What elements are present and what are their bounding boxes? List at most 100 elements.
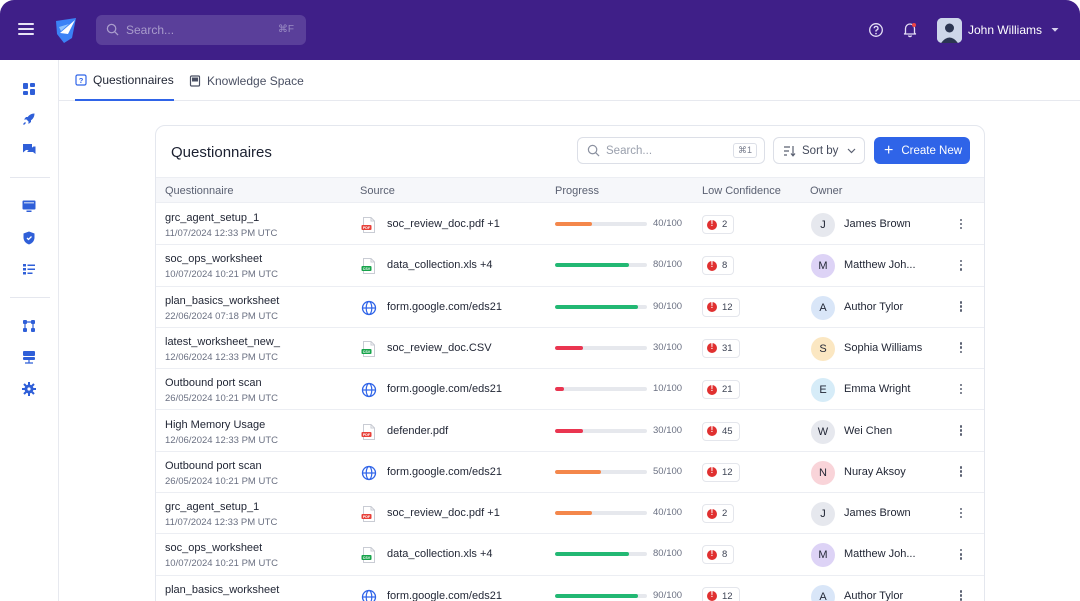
questionnaire-name[interactable]: Outbound port scan <box>165 377 262 390</box>
avatar <box>937 17 962 43</box>
tab-knowledge-space[interactable]: Knowledge Space <box>189 60 304 101</box>
questionnaire-name[interactable]: High Memory Usage <box>165 418 266 431</box>
owner-initial: A <box>819 590 827 601</box>
progress-fill <box>555 511 592 516</box>
low-confidence-badge[interactable]: 31 <box>702 338 740 358</box>
table-row[interactable]: plan_basics_worksheet 22/06/2024 07:18 PM… <box>156 576 984 601</box>
low-confidence-badge[interactable]: 12 <box>702 297 740 317</box>
column-header[interactable]: Owner <box>810 185 843 197</box>
progress-text: 30/100 <box>653 341 683 353</box>
low-confidence-count: 31 <box>722 342 733 354</box>
owner-avatar: E <box>811 378 835 403</box>
table-row[interactable]: grc_agent_setup_1 11/07/2024 12:33 PM UTC… <box>156 204 984 246</box>
table-row[interactable]: Outbound port scan 26/05/2024 10:21 PM UT… <box>156 452 984 494</box>
questionnaire-name[interactable]: plan_basics_worksheet <box>165 294 280 307</box>
source-name[interactable]: data_collection.xls +4 <box>387 548 493 561</box>
low-confidence-count: 12 <box>722 590 733 601</box>
owner-initial: A <box>819 301 827 314</box>
source-name[interactable]: soc_review_doc.pdf +1 <box>387 218 500 230</box>
questionnaire-name[interactable]: soc_ops_worksheet <box>165 542 263 555</box>
create-new-button[interactable]: + Create New <box>874 137 970 164</box>
table-row[interactable]: plan_basics_worksheet 22/06/2024 07:18 PM… <box>156 287 984 328</box>
questionnaire-name[interactable]: soc_ops_worksheet <box>165 253 263 266</box>
owner-avatar: J <box>811 502 835 527</box>
alert-icon <box>707 508 717 519</box>
tab-questionnaires[interactable]: ? Questionnaires <box>75 60 174 101</box>
low-confidence-badge[interactable]: 2 <box>702 504 735 524</box>
table-row[interactable]: latest_worksheet_new_ 12/06/2024 12:33 PM… <box>156 328 984 370</box>
global-search-input[interactable]: Search... ⌘F <box>96 15 306 45</box>
low-confidence-count: 12 <box>722 301 733 313</box>
low-confidence-badge[interactable]: 21 <box>702 380 740 400</box>
alert-icon <box>707 590 717 601</box>
shield-icon[interactable] <box>21 230 37 246</box>
source-name[interactable]: form.google.com/eds21 <box>387 589 502 601</box>
more-options-icon[interactable] <box>956 465 966 481</box>
settings-gear-icon[interactable] <box>21 381 37 397</box>
more-options-icon[interactable] <box>956 547 966 563</box>
source-name[interactable]: form.google.com/eds21 <box>387 465 502 478</box>
table-row[interactable]: grc_agent_setup_1 11/07/2024 12:33 PM UTC… <box>156 493 984 535</box>
column-header[interactable]: Source <box>360 185 395 197</box>
column-header[interactable]: Low Confidence <box>702 185 781 197</box>
more-options-icon[interactable] <box>956 217 966 233</box>
more-options-icon[interactable] <box>956 589 966 601</box>
checklist-icon[interactable] <box>21 261 37 277</box>
owner-avatar: J <box>811 213 835 237</box>
source-name[interactable]: form.google.com/eds21 <box>387 300 502 313</box>
more-options-icon[interactable] <box>956 382 966 398</box>
sidebar-divider <box>10 177 50 178</box>
questionnaires-card: Questionnaires Search... ⌘1 Sort by + Cr… <box>155 125 985 601</box>
questionnaire-search-input[interactable]: Search... ⌘1 <box>577 137 765 164</box>
rocket-icon[interactable] <box>21 111 37 127</box>
source-name[interactable]: soc_review_doc.pdf +1 <box>387 507 500 520</box>
more-options-icon[interactable] <box>956 300 966 316</box>
owner-avatar: W <box>811 419 835 444</box>
column-header[interactable]: Questionnaire <box>165 185 234 197</box>
questionnaire-name[interactable]: grc_agent_setup_1 <box>165 501 260 514</box>
sort-label: Sort by <box>802 144 839 157</box>
notification-bell-icon[interactable] <box>902 21 918 38</box>
plus-icon: + <box>884 141 894 159</box>
server-icon[interactable] <box>21 349 37 365</box>
user-menu[interactable]: John Williams <box>937 17 1059 43</box>
low-confidence-badge[interactable]: 45 <box>702 421 740 441</box>
questionnaire-name[interactable]: Outbound port scan <box>165 459 262 472</box>
source-name[interactable]: defender.pdf <box>387 424 449 437</box>
workflow-icon[interactable] <box>21 318 37 334</box>
progress-text: 90/100 <box>653 300 683 312</box>
questionnaire-name[interactable]: plan_basics_worksheet <box>165 583 280 596</box>
column-header[interactable]: Progress <box>555 185 600 197</box>
low-confidence-badge[interactable]: 2 <box>702 215 735 234</box>
dashboard-icon[interactable] <box>21 81 37 97</box>
sort-by-dropdown[interactable]: Sort by <box>773 137 865 164</box>
more-options-icon[interactable] <box>956 424 966 440</box>
more-options-icon[interactable] <box>956 258 966 274</box>
questionnaire-name[interactable]: grc_agent_setup_1 <box>165 212 260 224</box>
table-row[interactable]: High Memory Usage 12/06/2024 12:33 PM UTC… <box>156 411 984 452</box>
more-options-icon[interactable] <box>956 506 966 522</box>
table-row[interactable]: soc_ops_worksheet 10/07/2024 10:21 PM UTC… <box>156 245 984 287</box>
table-row[interactable]: soc_ops_worksheet 10/07/2024 10:21 PM UTC… <box>156 534 984 576</box>
csv-file-icon: CSV <box>360 546 378 564</box>
app-logo-icon[interactable] <box>50 14 82 46</box>
monitor-icon[interactable] <box>21 198 37 214</box>
owner-name: Author Tylor <box>844 589 904 601</box>
low-confidence-badge[interactable]: 8 <box>702 545 735 565</box>
progress-bar <box>555 304 647 309</box>
more-options-icon[interactable] <box>956 341 966 357</box>
questionnaire-name[interactable]: latest_worksheet_new_ <box>165 335 280 348</box>
low-confidence-count: 45 <box>722 425 733 437</box>
chat-icon[interactable] <box>21 141 37 157</box>
owner-initial: M <box>818 549 828 562</box>
source-name[interactable]: soc_review_doc.CSV <box>387 341 492 354</box>
table-row[interactable]: Outbound port scan 26/05/2024 10:21 PM UT… <box>156 369 984 411</box>
menu-icon[interactable] <box>18 22 34 36</box>
low-confidence-badge[interactable]: 8 <box>702 256 735 276</box>
low-confidence-badge[interactable]: 12 <box>702 462 740 482</box>
source-name[interactable]: form.google.com/eds21 <box>387 383 502 396</box>
progress-bar <box>555 469 647 474</box>
help-icon[interactable] <box>868 22 884 38</box>
source-name[interactable]: data_collection.xls +4 <box>387 259 493 272</box>
low-confidence-badge[interactable]: 12 <box>702 586 740 601</box>
